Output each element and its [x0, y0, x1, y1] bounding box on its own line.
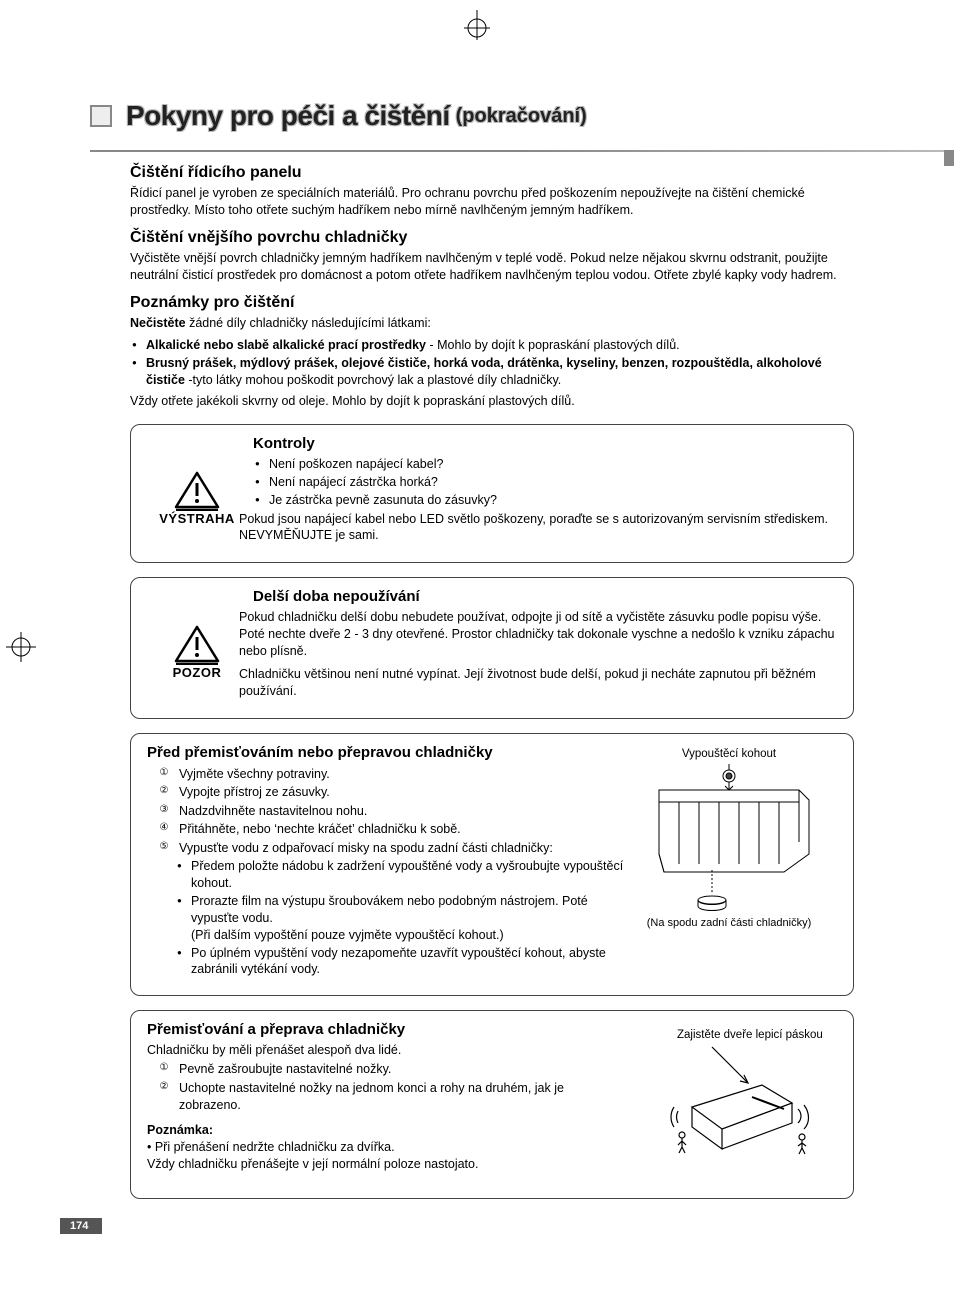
note-heading: Poznámka:: [147, 1123, 627, 1137]
step-item: ⑤ Vypusťte vodu z odpařovací misky na spo…: [155, 840, 637, 858]
step-item: ① Vyjměte všechny potraviny.: [155, 766, 637, 784]
step-number-icon: ①: [155, 766, 173, 780]
sub-bullet-item: Prorazte film na výstupu šroubovákem neb…: [191, 893, 637, 944]
moving-illustration-icon: [652, 1045, 822, 1155]
page: Pokyny pro péči a čištění (pokračování) …: [0, 0, 954, 1294]
crop-mark-left: [6, 632, 36, 662]
title-rule: [90, 150, 954, 152]
section-heading: Poznámky pro čištění: [130, 294, 854, 312]
caution-icon-col: POZOR: [147, 588, 247, 705]
warning-panel: VÝSTRAHA Kontroly Není poškozen napájecí…: [130, 424, 854, 563]
step-text: Nadzdvihněte nastavitelnou nohu.: [179, 803, 637, 821]
note-item: • Při přenášení nedržte chladničku za dv…: [147, 1139, 627, 1156]
drain-illustration-icon: [634, 762, 824, 912]
text: - Mohlo by dojít k popraskání plastových…: [426, 338, 680, 352]
figure-subcaption: (Na spodu zadní části chladničky): [629, 917, 829, 929]
step-number-icon: ⑤: [155, 840, 173, 854]
section-paragraph: Řídicí panel je vyroben ze speciálních m…: [130, 185, 854, 219]
title-bullet-icon: [90, 105, 112, 127]
step-number-icon: ④: [155, 821, 173, 835]
text: (Při dalším vypoštění pouze vyjměte vypo…: [191, 928, 504, 942]
section-lead: Nečistěte žádné díly chladničky následuj…: [130, 315, 854, 332]
step-item: ① Pevně zašroubujte nastavitelné nožky.: [155, 1061, 627, 1079]
step-number-icon: ①: [155, 1061, 173, 1075]
warning-icon-col: VÝSTRAHA: [147, 435, 247, 550]
sub-bullet-item: Předem položte nádobu k zadržení vypoušt…: [191, 858, 637, 892]
figure-caption: Vypouštěcí kohout: [629, 748, 829, 760]
panel-body: Kontroly Není poškozen napájecí kabel? N…: [247, 435, 837, 550]
panel-paragraph: Pokud chladničku delší dobu nebudete pou…: [239, 609, 837, 660]
bold-text: Alkalické nebo slabě alkalické prací pro…: [146, 338, 426, 352]
panel-heading: Kontroly: [253, 435, 837, 452]
panel-body: Delší doba nepoužívání Pokud chladničku …: [247, 588, 837, 705]
info-panel: Přemisťování a přeprava chladničky Chlad…: [130, 1010, 854, 1199]
sub-bullet-list: Předem položte nádobu k zadržení vypoušt…: [165, 858, 637, 978]
panel-lead: Chladničku by měli přenášet alespoň dva …: [147, 1042, 627, 1059]
info-panel: Před přemisťováním nebo přepravou chladn…: [130, 733, 854, 997]
step-item: ④ Přitáhněte, nebo ‘nechte kráčet’ chladn…: [155, 821, 637, 839]
step-text: Uchopte nastavitelné nožky na jednom kon…: [179, 1080, 627, 1115]
figure-caption: Zajistěte dveře lepicí páskou: [677, 1029, 827, 1043]
crop-mark-top: [462, 10, 492, 40]
section-paragraph: Vždy otřete jakékoli skvrny od oleje. Mo…: [130, 393, 854, 410]
caution-panel: POZOR Delší doba nepoužívání Pokud chlad…: [130, 577, 854, 718]
text: -tyto látky mohou poškodit povrchový lak…: [188, 373, 561, 387]
step-number-icon: ②: [155, 1080, 173, 1094]
page-title-bar: Pokyny pro péči a čištění (pokračování): [90, 100, 894, 132]
figure-moving: Zajistěte dveře lepicí páskou: [647, 1029, 827, 1158]
page-number: 174: [60, 1218, 102, 1234]
bullet-list: Není poškozen napájecí kabel? Není napáj…: [253, 456, 837, 509]
step-item: ② Vypojte přístroj ze zásuvky.: [155, 784, 637, 802]
panel-heading: Delší doba nepoužívání: [253, 588, 837, 605]
warning-label: VÝSTRAHA: [159, 511, 235, 526]
step-number-icon: ③: [155, 803, 173, 817]
figure-drain: Vypouštěcí kohout: [629, 748, 829, 929]
caution-label: POZOR: [173, 665, 222, 680]
step-text: Vypusťte vodu z odpařovací misky na spod…: [179, 840, 637, 858]
step-text: Vypojte přístroj ze zásuvky.: [179, 784, 637, 802]
page-title-sub: (pokračování): [456, 105, 587, 128]
note-item: Vždy chladničku přenášejte v její normál…: [147, 1156, 627, 1173]
warning-icon: [174, 471, 220, 511]
step-list: ① Pevně zašroubujte nastavitelné nožky. ②…: [147, 1061, 627, 1115]
content: Čištění řídicího panelu Řídicí panel je …: [130, 164, 854, 410]
section-heading: Čištění řídicího panelu: [130, 164, 854, 182]
step-number-icon: ②: [155, 784, 173, 798]
step-text: Pevně zašroubujte nastavitelné nožky.: [179, 1061, 627, 1079]
bullet-item: Je zástrčka pevně zasunuta do zásuvky?: [269, 492, 837, 509]
sub-bullet-item: Po úplném vypuštění vody nezapomeňte uza…: [191, 945, 637, 979]
warning-icon: [174, 625, 220, 665]
step-list: ① Vyjměte všechny potraviny. ② Vypojte pří…: [147, 766, 637, 858]
section-heading: Čištění vnějšího povrchu chladničky: [130, 229, 854, 247]
section-paragraph: Vyčistěte vnější povrch chladničky jemný…: [130, 250, 854, 284]
step-text: Vyjměte všechny potraviny.: [179, 766, 637, 784]
text: Prorazte film na výstupu šroubovákem neb…: [191, 894, 588, 925]
bullet-item: Není napájecí zástrčka horká?: [269, 474, 837, 491]
text: žádné díly chladničky následujícími látk…: [189, 316, 431, 330]
bullet-item: Není poškozen napájecí kabel?: [269, 456, 837, 473]
page-title: Pokyny pro péči a čištění: [126, 100, 450, 132]
bullet-item: Brusný prášek, mýdlový prášek, olejové č…: [146, 355, 854, 389]
panel-paragraph: Chladničku většinou není nutné vypínat. …: [239, 666, 837, 700]
step-item: ② Uchopte nastavitelné nožky na jednom ko…: [155, 1080, 627, 1115]
step-text: Přitáhněte, nebo ‘nechte kráčet’ chladni…: [179, 821, 637, 839]
bold-text: Nečistěte: [130, 316, 189, 330]
step-item: ③ Nadzdvihněte nastavitelnou nohu.: [155, 803, 637, 821]
panel-paragraph: Pokud jsou napájecí kabel nebo LED světl…: [239, 511, 837, 545]
bullet-list: Alkalické nebo slabě alkalické prací pro…: [130, 337, 854, 389]
bullet-item: Alkalické nebo slabě alkalické prací pro…: [146, 337, 854, 354]
